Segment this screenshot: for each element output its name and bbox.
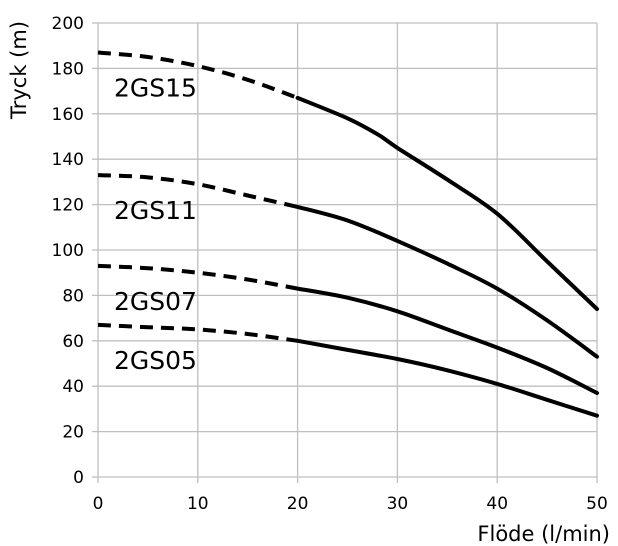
series-line-2gs11-solid [295,204,599,359]
x-tick-label: 0 [93,494,104,514]
y-tick-label: 100 [52,241,84,261]
y-tick-label: 140 [52,150,84,170]
x-tick-label: 20 [287,494,309,514]
series-line-2gs07-solid [295,286,599,395]
series-line-2gs15-solid [295,95,599,311]
axes [92,22,598,483]
series-line-2gs11-dashed [97,173,299,209]
x-tick-label: 30 [387,494,409,514]
y-tick-label: 80 [62,286,84,306]
series-lines [97,50,599,418]
x-tick-label: 40 [486,494,508,514]
series-line-2gs15-dashed [97,50,299,100]
series-label-2gs07: 2GS07 [114,287,197,316]
x-tick-labels: 0 10 20 30 40 50 [93,494,608,514]
y-tick-label: 40 [62,377,84,397]
series-label-2gs05: 2GS05 [114,346,197,375]
series-label-2gs15: 2GS15 [114,74,197,103]
y-tick-label: 200 [52,14,84,34]
y-tick-labels: 0 20 40 60 80 100 120 140 160 180 200 [52,14,84,488]
series-labels: 2GS15 2GS11 2GS07 2GS05 [114,74,197,375]
y-axis-title: Tryck (m) [7,21,31,120]
series-line-2gs07-dashed [97,263,298,291]
y-tick-label: 180 [52,59,84,79]
x-tick-label: 50 [586,494,608,514]
series-line-2gs05-solid [295,338,599,418]
y-tick-label: 160 [52,105,84,125]
y-tick-label: 0 [73,468,84,488]
y-tick-label: 60 [62,332,84,352]
series-label-2gs11: 2GS11 [114,196,197,225]
y-tick-label: 120 [52,196,84,216]
y-tick-label: 20 [62,423,84,443]
x-axis-title: Flöde (l/min) [477,522,610,546]
x-tick-label: 10 [187,494,209,514]
series-line-2gs05-dashed [97,322,298,343]
